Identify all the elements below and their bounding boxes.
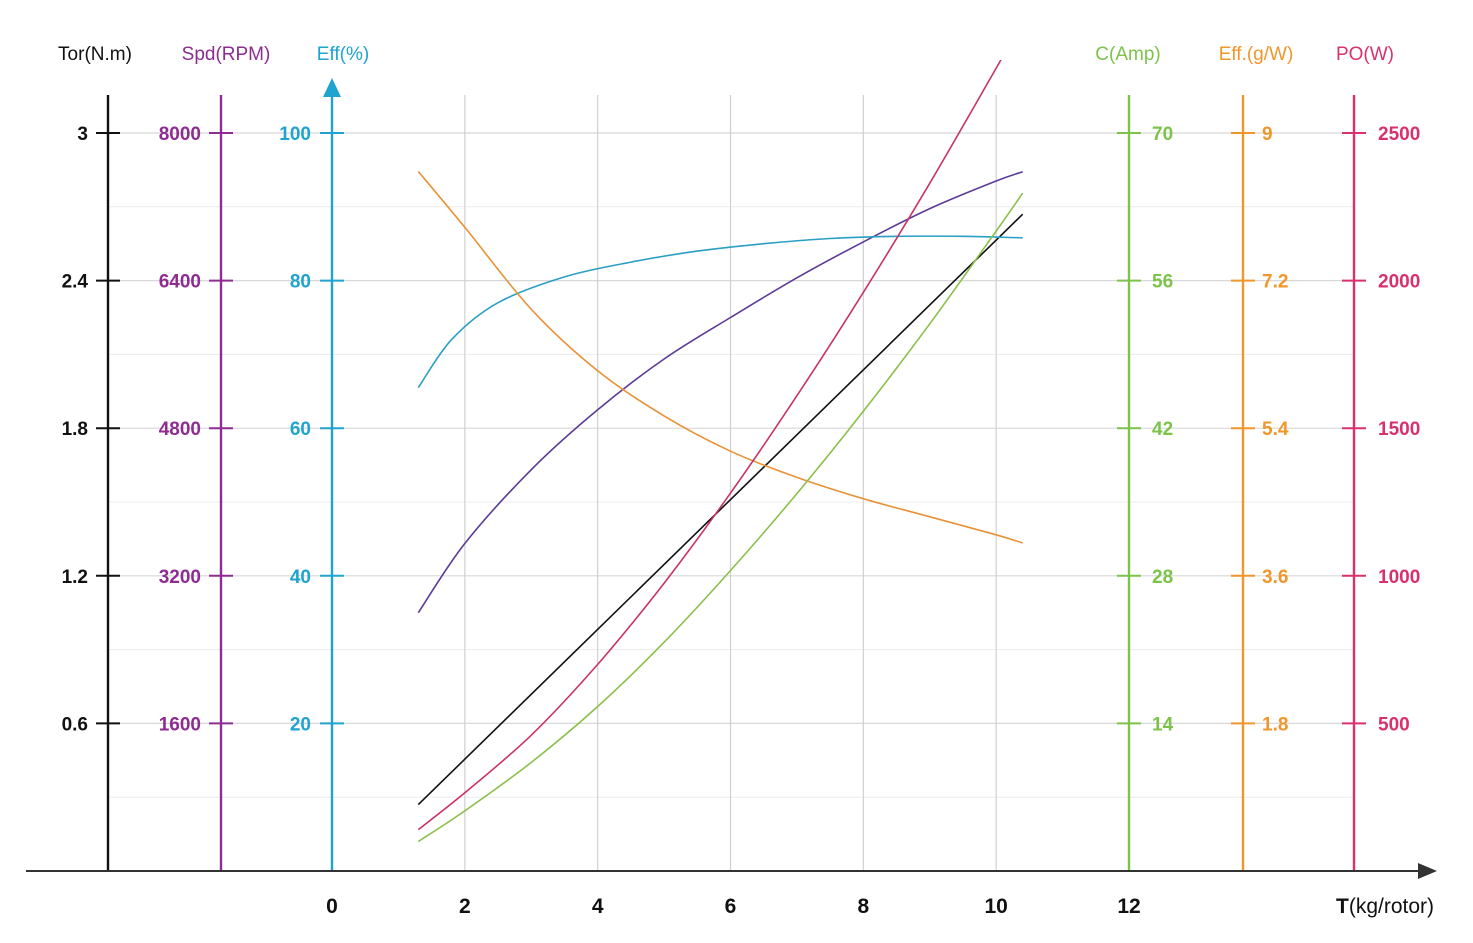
tick-label: 3200	[159, 567, 201, 588]
x-tick-label: 0	[326, 895, 338, 918]
tick-label: 80	[290, 272, 311, 293]
series-line-eff	[417, 235, 1023, 389]
tick-label: 500	[1378, 714, 1410, 735]
y-axis-spd: Spd(RPM) 1600 3200 4800 6400 8000	[159, 44, 271, 871]
y-axis-title-tor: Tor(N.m)	[58, 44, 132, 65]
series-line-po	[417, 60, 1002, 831]
series-line-gw	[417, 170, 1023, 544]
series-line-tor	[417, 213, 1024, 806]
x-axis: 0 2 4 6 8 10 12 T(kg/rotor)	[26, 863, 1437, 918]
y-axis-po: PO(W) 500 1000 1500 2000 2500	[1336, 44, 1420, 871]
tick-label: 28	[1152, 567, 1173, 588]
tick-label: 9	[1262, 124, 1273, 145]
tick-label: 6400	[159, 272, 201, 293]
x-tick-label: 10	[984, 895, 1007, 918]
tick-label: 3	[77, 124, 88, 145]
tick-label: 70	[1152, 124, 1173, 145]
y-axis-tor: Tor(N.m) 0.6 1.2 1.8 2.4 3	[58, 44, 132, 871]
tick-label: 0.6	[62, 714, 88, 735]
y-axis-title-amp: C(Amp)	[1095, 44, 1160, 65]
tick-label: 7.2	[1262, 272, 1288, 293]
axes: Tor(N.m) 0.6 1.2 1.8 2.4 3 Spd(RPM) 1600 3200 480…	[58, 44, 1420, 871]
tick-label: 100	[279, 124, 311, 145]
y-axis-eff: Eff(%) 20 40 60 80 100	[279, 44, 369, 871]
x-tick-label: 4	[592, 895, 604, 918]
tick-label: 2500	[1378, 124, 1420, 145]
tick-label: 5.4	[1262, 419, 1289, 440]
x-tick-label: 12	[1117, 895, 1140, 918]
y-axis-title-eff: Eff(%)	[317, 44, 369, 65]
tick-label: 1.8	[1262, 714, 1288, 735]
y-axis-title-spd: Spd(RPM)	[182, 44, 271, 65]
tick-label: 4800	[159, 419, 201, 440]
y-axis-gw: Eff.(g/W) 1.8 3.6 5.4 7.2 9	[1219, 44, 1294, 871]
y-axis-title-gw: Eff.(g/W)	[1219, 44, 1294, 65]
x-tick-label: 2	[459, 895, 471, 918]
tick-label: 8000	[159, 124, 201, 145]
gridlines	[108, 95, 1354, 871]
tick-label: 60	[290, 419, 311, 440]
series-lines	[417, 60, 1024, 843]
x-axis-title-bold: T	[1336, 895, 1349, 918]
tick-label: 1.2	[62, 567, 88, 588]
x-axis-title: T(kg/rotor)	[1336, 895, 1434, 918]
tick-label: 2.4	[62, 272, 89, 293]
axis-arrow-icon	[323, 78, 341, 97]
tick-label: 40	[290, 567, 311, 588]
series-line-amp	[417, 192, 1024, 843]
x-tick-label: 6	[725, 895, 737, 918]
tick-label: 42	[1152, 419, 1173, 440]
tick-label: 1600	[159, 714, 201, 735]
tick-label: 2000	[1378, 272, 1420, 293]
x-tick-label: 8	[857, 895, 869, 918]
x-axis-title-rest: (kg/rotor)	[1349, 895, 1434, 918]
tick-label: 1500	[1378, 419, 1420, 440]
y-axis-amp: C(Amp) 14 28 42 56 70	[1095, 44, 1174, 871]
tick-label: 14	[1152, 714, 1174, 735]
tick-label: 3.6	[1262, 567, 1288, 588]
tick-label: 1000	[1378, 567, 1420, 588]
series-line-spd	[417, 170, 1023, 614]
tick-label: 20	[290, 714, 311, 735]
tick-label: 56	[1152, 272, 1173, 293]
y-axis-title-po: PO(W)	[1336, 44, 1394, 65]
tick-label: 1.8	[62, 419, 88, 440]
x-axis-arrow-icon	[1418, 863, 1437, 879]
